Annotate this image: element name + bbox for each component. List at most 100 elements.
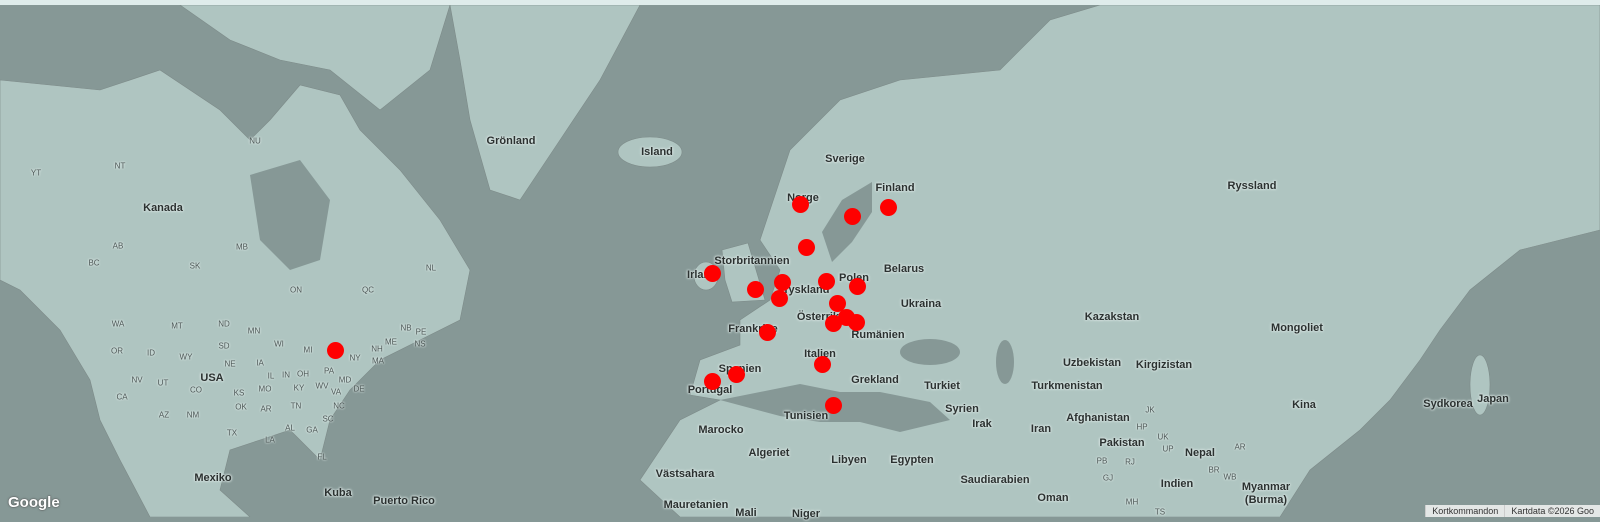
map-marker[interactable] (747, 281, 764, 298)
map-marker[interactable] (818, 273, 835, 290)
land-greenland (449, 4, 641, 201)
region-label: ID (147, 348, 155, 358)
country-label: Turkmenistan (1031, 380, 1103, 392)
map-marker[interactable] (825, 315, 842, 332)
region-label: CA (116, 392, 128, 402)
region-label: HP (1136, 422, 1148, 432)
region-label: IA (256, 358, 264, 368)
land-iceland (617, 136, 683, 168)
water-hudson-bay (250, 160, 330, 270)
country-label: Finland (875, 182, 915, 194)
map-marker[interactable] (848, 314, 865, 331)
map-marker[interactable] (849, 278, 866, 295)
region-label: NL (425, 263, 437, 273)
water-caspian (996, 340, 1014, 384)
region-label: ND (218, 319, 230, 329)
region-label: WA (111, 319, 125, 329)
region-label: MT (171, 321, 183, 331)
region-label: BR (1208, 465, 1220, 475)
region-label: OR (111, 346, 123, 356)
country-label: Kina (1292, 399, 1316, 411)
region-label: SC (322, 414, 334, 424)
country-label: Kuba (324, 487, 352, 499)
map-marker[interactable] (829, 295, 846, 312)
region-label: PB (1096, 456, 1108, 466)
country-label: Grönland (486, 135, 536, 147)
country-label: Puerto Rico (373, 495, 435, 507)
country-label: Tyskland (782, 284, 830, 296)
country-label: Sydkorea (1423, 398, 1473, 410)
region-label: WV (315, 381, 329, 391)
region-label: MB (236, 242, 248, 252)
map-marker[interactable] (880, 199, 897, 216)
top-strip (0, 0, 1600, 5)
country-label: Mexiko (194, 472, 232, 484)
google-logo[interactable]: Google (8, 494, 60, 511)
country-label: Myanmar (1241, 481, 1291, 493)
land-eurasia-africa (639, 4, 1600, 518)
region-label: SK (189, 261, 201, 271)
region-label: AL (285, 423, 295, 433)
country-label: Grekland (851, 374, 899, 386)
region-label: OH (297, 369, 309, 379)
region-label: NM (186, 410, 200, 420)
region-label: SD (218, 341, 230, 351)
map-marker[interactable] (844, 208, 861, 225)
country-label: Island (641, 146, 673, 158)
country-label: Indien (1160, 478, 1194, 490)
map-marker[interactable] (728, 366, 745, 383)
country-label: Irak (972, 418, 992, 430)
region-label: PE (415, 327, 427, 337)
region-label: JK (1145, 405, 1155, 415)
country-label: Rumänien (851, 329, 905, 341)
map-marker[interactable] (814, 356, 831, 373)
region-label: MO (258, 384, 272, 394)
region-label: IN (282, 370, 290, 380)
region-label: QC (362, 285, 374, 295)
region-label: YT (30, 168, 42, 178)
region-label: NH (371, 344, 383, 354)
region-label: NU (249, 136, 261, 146)
country-label: Kanada (143, 202, 183, 214)
map-marker[interactable] (792, 196, 809, 213)
country-label: Storbritannien (714, 255, 790, 267)
region-label: NE (224, 359, 236, 369)
country-label: Kirgizistan (1135, 359, 1193, 371)
region-label: ME (385, 337, 397, 347)
region-label: PA (323, 366, 335, 376)
country-label: Syrien (945, 403, 979, 415)
region-label: KY (293, 383, 305, 393)
country-label: Ryssland (1227, 180, 1277, 192)
country-label: Afghanistan (1066, 412, 1130, 424)
attribution-bar: Kortkommandon Kartdata ©2026 Goo (1425, 505, 1600, 517)
map-canvas[interactable]: GrönlandIslandSverigeFinlandNorgeRysslan… (0, 4, 1600, 520)
region-label: UP (1162, 444, 1174, 454)
country-label: Saudiarabien (960, 474, 1030, 486)
map-marker[interactable] (798, 239, 815, 256)
region-label: NS (414, 339, 426, 349)
region-label: UT (157, 378, 169, 388)
region-label: WB (1223, 472, 1237, 482)
map-data-attribution[interactable]: Kartdata ©2026 Goo (1504, 505, 1600, 517)
map-marker[interactable] (825, 397, 842, 414)
map-marker[interactable] (759, 324, 776, 341)
country-label: Mongoliet (1271, 322, 1323, 334)
country-label: Oman (1037, 492, 1069, 504)
region-label: TX (226, 428, 238, 438)
country-label: Egypten (890, 454, 934, 466)
map-marker[interactable] (771, 290, 788, 307)
country-label: Algeriet (748, 447, 790, 459)
region-label: MH (1125, 497, 1139, 507)
keyboard-shortcuts-link[interactable]: Kortkommandon (1425, 505, 1505, 517)
map-marker[interactable] (327, 342, 344, 359)
land-arctic-islands (179, 4, 451, 111)
country-label: Sverige (825, 153, 865, 165)
region-label: AZ (158, 410, 170, 420)
region-label: AR (260, 404, 272, 414)
map-marker[interactable] (704, 373, 721, 390)
country-label: Uzbekistan (1062, 357, 1122, 369)
map-marker[interactable] (704, 265, 721, 282)
region-label: MA (372, 356, 384, 366)
map-marker[interactable] (774, 274, 791, 291)
country-label: Marocko (698, 424, 744, 436)
